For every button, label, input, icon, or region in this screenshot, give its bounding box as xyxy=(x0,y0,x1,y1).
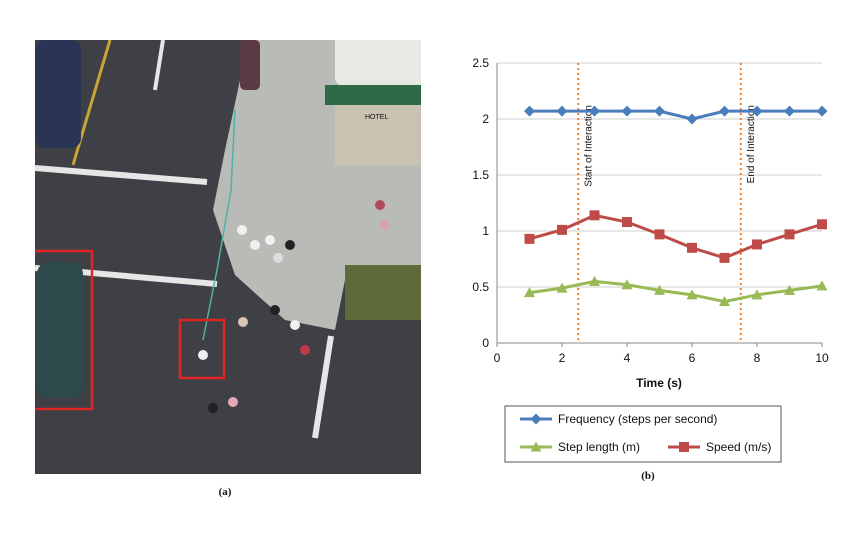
legend: Frequency (steps per second) Step length … xyxy=(520,412,771,454)
y-tick-label: 2.5 xyxy=(472,56,489,70)
data-point xyxy=(751,289,763,300)
x-tick-labels: 0 2 4 6 8 10 xyxy=(494,343,829,365)
data-point xyxy=(784,229,795,240)
building-awning xyxy=(325,85,421,105)
data-point xyxy=(784,105,795,117)
lane-line xyxy=(312,335,334,439)
x-axis-label: Time (s) xyxy=(636,376,682,390)
data-point xyxy=(654,105,665,117)
legend-marker xyxy=(679,442,689,452)
building-wall xyxy=(335,105,421,165)
lane-line xyxy=(71,40,112,166)
y-tick-label: 2 xyxy=(482,112,489,126)
legend-label: Speed (m/s) xyxy=(706,440,771,454)
gait-chart: 0 0.5 1 1.5 2 2.5 0 2 4 6 8 10 Start of Interactio… xyxy=(472,56,829,463)
y-tick-label: 0.5 xyxy=(472,280,489,294)
data-point xyxy=(751,105,763,117)
lane-line xyxy=(153,40,165,91)
hotel-sign: HOTEL xyxy=(365,114,388,121)
data-point xyxy=(556,282,568,293)
x-tick-label: 4 xyxy=(624,351,631,365)
series-layer xyxy=(524,105,828,307)
series-line-1 xyxy=(529,279,823,304)
data-point xyxy=(621,279,633,290)
crosswalk-line xyxy=(35,165,208,185)
legend-label: Step length (m) xyxy=(558,440,640,454)
data-point xyxy=(816,280,828,291)
x-tick-label: 0 xyxy=(494,351,501,365)
legend-label: Frequency (steps per second) xyxy=(558,412,717,426)
tracking-path xyxy=(202,109,236,341)
y-tick-label: 1 xyxy=(482,224,489,238)
car xyxy=(35,40,81,148)
data-point xyxy=(589,210,600,221)
y-tick-label: 0 xyxy=(482,336,489,350)
data-point xyxy=(621,105,633,117)
panel-a-caption: (a) xyxy=(218,486,232,498)
car xyxy=(240,40,260,90)
grid-lines xyxy=(497,62,822,288)
data-point xyxy=(589,275,600,286)
x-tick-label: 2 xyxy=(559,351,566,365)
data-point xyxy=(622,217,632,228)
car xyxy=(37,262,83,398)
data-point xyxy=(752,239,762,250)
legend-box xyxy=(504,405,782,463)
y-tick-label: 1.5 xyxy=(472,168,489,182)
data-point xyxy=(719,252,730,263)
tracked-pedestrian-box xyxy=(178,318,226,380)
legend-marker xyxy=(530,441,542,452)
panel-b-caption: (b) xyxy=(641,470,655,482)
data-point xyxy=(719,105,730,117)
data-point xyxy=(686,289,698,300)
series-line-2 xyxy=(529,213,823,260)
data-point xyxy=(817,219,827,230)
x-tick-label: 6 xyxy=(689,351,696,365)
grass-patch xyxy=(345,265,421,320)
tracked-car-box xyxy=(35,249,94,411)
data-point xyxy=(654,229,665,240)
x-tick-label: 10 xyxy=(815,351,829,365)
x-tick-label: 8 xyxy=(754,351,761,365)
series-line-0 xyxy=(529,109,822,121)
y-tick-labels: 0 0.5 1 1.5 2 2.5 xyxy=(472,56,489,350)
data-point xyxy=(784,284,795,295)
aerial-street-photo: HOTEL xyxy=(35,40,421,474)
data-point xyxy=(687,242,697,253)
data-point xyxy=(719,296,730,307)
data-point xyxy=(816,105,828,117)
data-point xyxy=(654,284,665,295)
data-point xyxy=(589,105,600,117)
data-point xyxy=(524,105,535,117)
data-point xyxy=(524,287,535,298)
legend-marker xyxy=(530,413,542,425)
pedestrians xyxy=(198,200,390,413)
data-point xyxy=(556,105,568,117)
interaction-label: End of Interaction xyxy=(746,105,757,183)
data-point xyxy=(686,113,698,125)
interaction-label: Start of Interaction xyxy=(583,105,594,187)
data-point xyxy=(524,233,535,244)
data-point xyxy=(557,224,567,235)
